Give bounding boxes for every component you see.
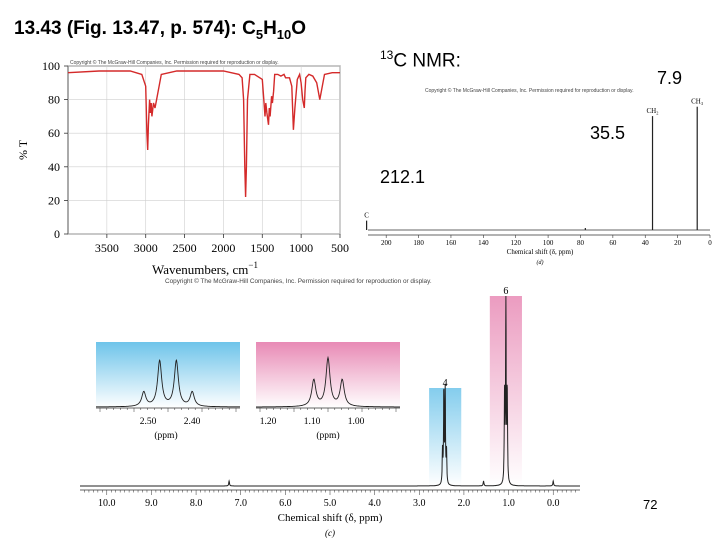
c13-x-tick-label: 0 — [708, 239, 712, 247]
h1-inset-tick-label: 2.40 — [184, 417, 201, 427]
h1-inset-tick-label: 1.10 — [304, 417, 321, 427]
c13-x-tick-label: 200 — [381, 239, 392, 247]
ir-y-tick-label: 60 — [48, 126, 60, 140]
ir-x-tick-label: 3000 — [134, 241, 158, 255]
h1-copyright: Copyright © The McGraw-Hill Companies, I… — [165, 278, 432, 285]
c13-peak-label: CH₃ — [691, 98, 704, 106]
c13-x-tick-label: 80 — [577, 239, 585, 247]
h1-series-line — [80, 295, 580, 487]
c13-peak-label-35-5: 35.5 — [590, 123, 626, 143]
c13-x-tick-label: 100 — [543, 239, 554, 247]
h1-inset-spectrum — [96, 359, 240, 408]
ir-copyright: Copyright © The McGraw-Hill Companies, I… — [70, 60, 279, 66]
c13-x-tick-label: 20 — [674, 239, 682, 247]
h1-inset-axis-label: (ppm) — [154, 430, 177, 441]
ir-y-axis-label: % T — [16, 139, 30, 160]
h1-panel-label: (c) — [325, 528, 335, 538]
h1-integration-label: 4 — [443, 378, 448, 389]
ir-y-tick-label: 80 — [48, 93, 60, 107]
ir-y-tick-label: 40 — [48, 160, 60, 174]
c13-x-axis-label: Chemical shift (δ, ppm) — [507, 248, 574, 256]
ir-x-tick-label: 2000 — [211, 241, 235, 255]
h1-x-axis-label: Chemical shift (δ, ppm) — [278, 512, 383, 524]
h1-x-tick-label: 8.0 — [190, 498, 203, 509]
ir-series-line — [67, 70, 340, 198]
page-title: 13.43 (Fig. 13.47, p. 574): C5H10O — [14, 18, 307, 42]
ir-x-tick-label: 1000 — [289, 241, 313, 255]
c13-x-tick-label: 160 — [446, 239, 457, 247]
h1-x-tick-label: 7.0 — [234, 498, 247, 509]
h1-x-tick-label: 6.0 — [279, 498, 292, 509]
c13-panel-label: (d) — [537, 259, 544, 266]
c13-peak-label: CH₂ — [646, 107, 659, 115]
ir-x-tick-label: 500 — [331, 241, 349, 255]
ir-y-tick-label: 0 — [54, 227, 60, 241]
h1-x-tick-label: 9.0 — [145, 498, 158, 509]
h1-inset-tick-label: 1.00 — [348, 417, 365, 427]
h1-inset-spectrum — [256, 355, 400, 408]
ir-x-tick-label: 2500 — [173, 241, 197, 255]
ir-x-tick-label: 1500 — [250, 241, 274, 255]
page-number: 72 — [643, 497, 658, 512]
c13-x-tick-label: 60 — [609, 239, 617, 247]
ir-y-tick-label: 20 — [48, 193, 60, 207]
c13-peak-label: C — [364, 212, 369, 220]
h1-x-tick-label: 0.0 — [547, 498, 560, 509]
c13-copyright: Copyright © The McGraw-Hill Companies, I… — [425, 88, 634, 94]
c13-x-tick-label: 40 — [642, 239, 650, 247]
h1-inset-panel — [256, 342, 400, 408]
c13-x-tick-label: 120 — [510, 239, 521, 247]
h1-x-tick-label: 3.0 — [413, 498, 426, 509]
h1-x-tick-label: 4.0 — [368, 498, 381, 509]
ir-x-axis-label: Wavenumbers, cm−1 — [152, 260, 258, 277]
c13-x-tick-label: 140 — [478, 239, 489, 247]
h1-inset-axis-label: (ppm) — [316, 430, 339, 441]
h1-x-tick-label: 2.0 — [458, 498, 471, 509]
c13-peak-label-7-9: 7.9 — [657, 68, 683, 88]
h1-x-tick-label: 10.0 — [98, 498, 116, 509]
h1-inset-tick-label: 2.50 — [140, 417, 157, 427]
h1-integration-label: 6 — [503, 286, 508, 297]
c13-nmr-heading: 13C NMR: — [380, 48, 461, 72]
h1-x-tick-label: 5.0 — [324, 498, 337, 509]
ir-y-tick-label: 100 — [42, 59, 60, 73]
h1-inset-panel — [96, 342, 240, 408]
c13-x-tick-label: 180 — [413, 239, 424, 247]
c13-peak-label-212-1: 212.1 — [380, 167, 426, 187]
h1-x-tick-label: 1.0 — [502, 498, 515, 509]
ir-x-tick-label: 3500 — [95, 241, 119, 255]
h1-inset-tick-label: 1.20 — [260, 417, 277, 427]
